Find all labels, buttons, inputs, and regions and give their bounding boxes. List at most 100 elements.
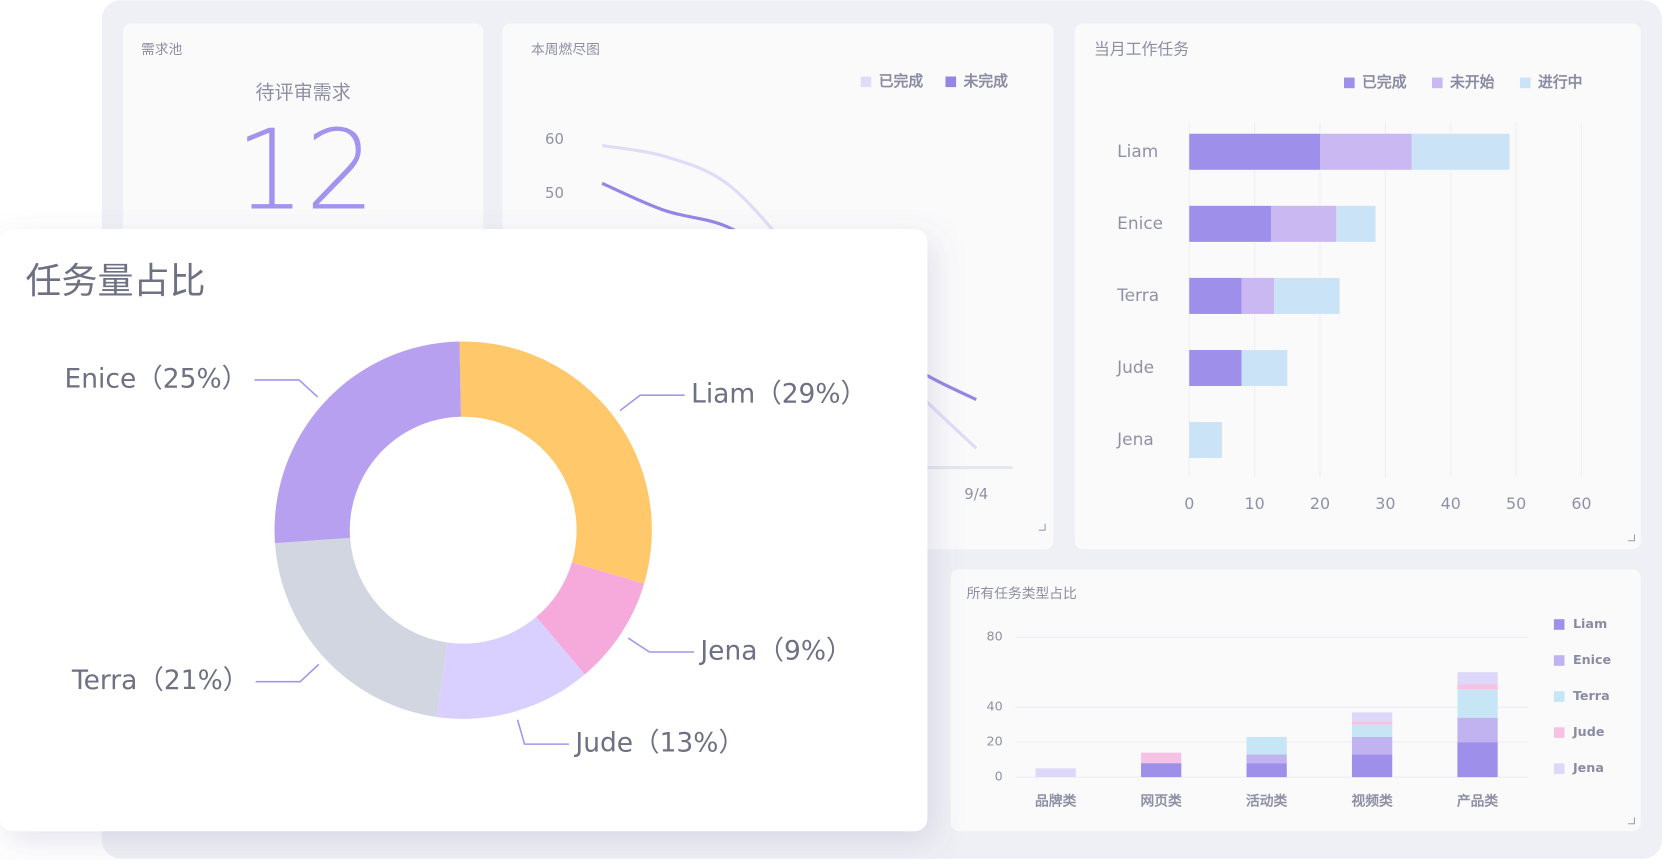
legend-swatch <box>945 76 957 88</box>
bar <box>1035 768 1076 778</box>
legend-label: Terra <box>1573 688 1610 703</box>
stat-label: 待评审需求 <box>255 82 350 104</box>
data-label: Terra（21%） <box>71 665 249 696</box>
bar <box>1319 133 1412 170</box>
corner-mark <box>1628 817 1635 825</box>
x-tick-label: 60 <box>1571 494 1591 513</box>
leader-line <box>627 637 695 653</box>
tasks-card <box>1074 23 1641 550</box>
card-title: 所有任务类型占比 <box>967 586 1077 602</box>
data-label: Jude（13%） <box>573 728 745 759</box>
x-tick-label: 40 <box>1441 494 1461 513</box>
donut-slice <box>274 537 448 717</box>
card-title: 本周燃尽图 <box>531 41 600 58</box>
bar <box>1457 689 1498 718</box>
y-tick-label: Terra <box>1116 285 1159 305</box>
leader-line <box>516 719 570 745</box>
donut-chart: Liam（29%） Jena（9%） Jude（13%） Terra（21%） Enic… <box>65 341 867 759</box>
y-tick-label: Jena <box>1116 429 1154 449</box>
bar <box>1189 277 1242 314</box>
x-tick-label: 品牌类 <box>1035 793 1077 810</box>
types-card <box>950 569 1641 832</box>
bar <box>1241 349 1288 387</box>
bar <box>1336 205 1376 242</box>
x-tick-label: 活动类 <box>1246 793 1288 810</box>
bar <box>1351 754 1393 778</box>
bar <box>1457 684 1498 690</box>
legend-label: 已完成 <box>879 72 924 90</box>
legend-label: Enice <box>1573 652 1611 667</box>
leader-line <box>255 663 320 683</box>
card-title: 需求池 <box>141 42 183 58</box>
bar <box>1351 736 1393 755</box>
y-tick-label: 40 <box>987 699 1003 714</box>
bar <box>1351 712 1393 722</box>
bar <box>1189 133 1320 170</box>
bar <box>1270 205 1337 242</box>
x-tick-label: 20 <box>1310 494 1330 513</box>
donut-slice <box>274 341 461 544</box>
corner-mark <box>1628 534 1635 542</box>
x-tick-label: 30 <box>1375 494 1395 513</box>
x-tick-label: 10 <box>1245 494 1265 513</box>
legend-label: 进行中 <box>1538 73 1583 91</box>
bar <box>1189 349 1242 387</box>
bar <box>1351 724 1393 737</box>
donut-slice <box>436 616 585 719</box>
legend-swatch <box>1553 655 1565 666</box>
y-tick-label: Enice <box>1117 213 1163 233</box>
card-title: 任务量占比 <box>25 261 205 302</box>
leader-line <box>254 379 319 398</box>
bar <box>1241 277 1275 314</box>
legend-label: 未完成 <box>962 72 1008 90</box>
x-tick-label: 0 <box>1184 494 1194 513</box>
bar <box>1246 754 1287 764</box>
legend-label: 未开始 <box>1449 73 1495 91</box>
x-tick-label: 9/4 <box>964 486 988 503</box>
x-tick-label: 产品类 <box>1457 793 1499 810</box>
bar <box>1189 205 1271 242</box>
y-tick-label: 60 <box>545 131 564 148</box>
y-tick-label: Liam <box>1117 141 1158 161</box>
legend-swatch <box>860 76 872 88</box>
legend-swatch <box>1431 77 1443 89</box>
bar <box>1141 752 1182 764</box>
legend-label: 已完成 <box>1362 73 1407 91</box>
bar <box>1411 133 1510 170</box>
data-label: Liam（29%） <box>691 379 867 410</box>
bar <box>1246 763 1287 778</box>
bar <box>1274 277 1340 314</box>
donut-slice <box>536 562 645 675</box>
y-tick-label: 20 <box>987 734 1003 749</box>
stat-value: 12 <box>235 107 375 235</box>
y-tick-label: Jude <box>1116 357 1154 377</box>
x-tick-label: 视频类 <box>1351 793 1393 810</box>
legend-swatch <box>1553 619 1565 630</box>
leader-line <box>619 394 685 412</box>
tasks-chart: 0 10 20 30 40 50 60 Liam Enice Terra Jude Jena 已完成 未开… <box>1116 73 1591 513</box>
bar <box>1351 721 1393 725</box>
y-tick-label: 50 <box>545 185 564 202</box>
bar <box>1141 763 1182 778</box>
data-label: Jena（9%） <box>698 635 852 666</box>
x-tick-label: 网页类 <box>1141 793 1183 810</box>
data-label: Enice（25%） <box>65 363 249 394</box>
card-title: 当月工作任务 <box>1094 40 1189 59</box>
bar <box>1457 672 1498 685</box>
legend-swatch <box>1553 691 1565 702</box>
legend-label: Liam <box>1573 616 1607 631</box>
legend-swatch <box>1553 763 1565 774</box>
bar <box>1457 742 1498 778</box>
types-chart: 0 20 40 80 品牌类 网页类 活动类 视频类 产品类 Liam Enice Terra Jude… <box>987 616 1612 810</box>
legend-label: Jena <box>1572 760 1604 775</box>
legend-swatch <box>1344 77 1355 89</box>
legend-swatch <box>1519 77 1531 89</box>
y-tick-label: 0 <box>995 769 1003 784</box>
donut-slice <box>459 341 652 584</box>
donut-card <box>0 229 928 832</box>
x-tick-label: 50 <box>1506 494 1526 513</box>
corner-mark <box>1038 523 1046 531</box>
bar <box>1246 736 1287 755</box>
legend-label: Jude <box>1572 724 1604 739</box>
